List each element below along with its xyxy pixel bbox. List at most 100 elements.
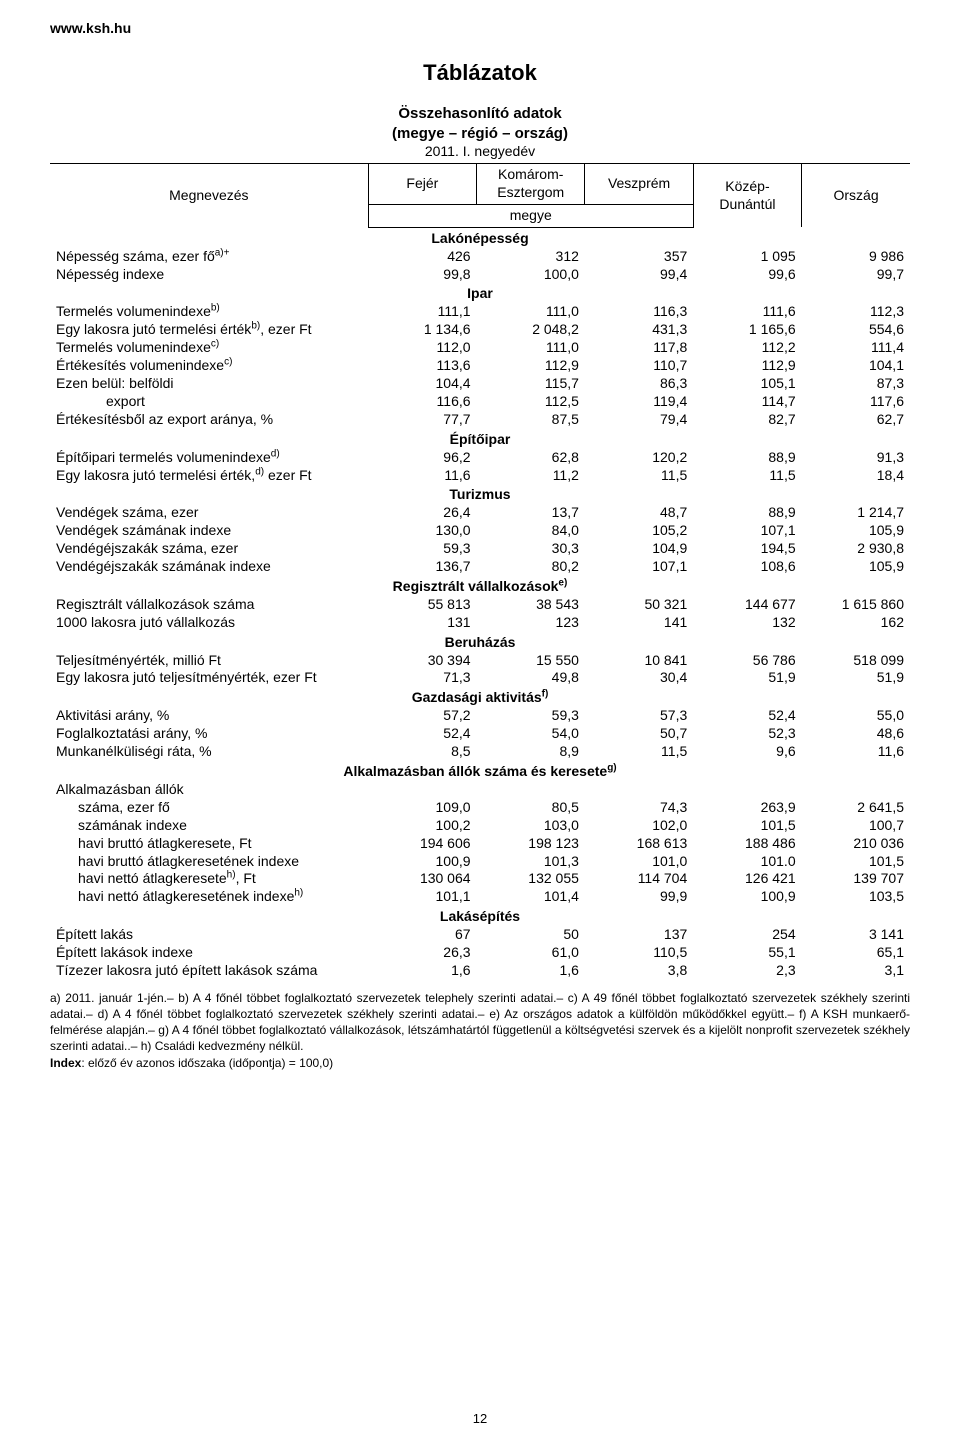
row-label: Termelés volumenindexeb) bbox=[50, 303, 368, 321]
data-cell: 2 048,2 bbox=[477, 321, 585, 339]
data-cell: 194,5 bbox=[693, 540, 801, 558]
row-label: Vendégek száma, ezer bbox=[50, 504, 368, 522]
data-cell: 2 641,5 bbox=[802, 799, 910, 817]
data-cell: 162 bbox=[802, 614, 910, 632]
col-subheader-megye: megye bbox=[368, 204, 693, 227]
col-header-fejer: Fejér bbox=[368, 164, 476, 205]
data-cell: 114 704 bbox=[585, 870, 693, 888]
data-cell: 26,3 bbox=[368, 944, 476, 962]
data-cell: 3,8 bbox=[585, 962, 693, 980]
data-cell: 123 bbox=[477, 614, 585, 632]
row-label: Vendégéjszakák számának indexe bbox=[50, 558, 368, 576]
data-cell: 126 421 bbox=[693, 870, 801, 888]
data-cell: 87,3 bbox=[802, 375, 910, 393]
data-cell: 88,9 bbox=[693, 449, 801, 467]
data-cell: 50 bbox=[477, 926, 585, 944]
data-cell: 62,7 bbox=[802, 411, 910, 429]
data-cell: 80,5 bbox=[477, 799, 585, 817]
data-cell: 100,0 bbox=[477, 266, 585, 284]
section-header-row: Építőipar bbox=[50, 429, 910, 449]
data-cell: 105,9 bbox=[802, 522, 910, 540]
row-label: havi nettó átlagkeresetének indexeh) bbox=[50, 888, 368, 906]
footnotes-block: a) 2011. január 1-jén.– b) A 4 főnél töb… bbox=[50, 990, 910, 1071]
data-cell: 107,1 bbox=[585, 558, 693, 576]
data-cell: 194 606 bbox=[368, 835, 476, 853]
row-label: 1000 lakosra jutó vállalkozás bbox=[50, 614, 368, 632]
section-header-cell: Beruházás bbox=[50, 632, 910, 652]
data-cell: 11,2 bbox=[477, 467, 585, 485]
data-cell: 26,4 bbox=[368, 504, 476, 522]
data-cell: 109,0 bbox=[368, 799, 476, 817]
data-cell: 3,1 bbox=[802, 962, 910, 980]
data-cell: 112,2 bbox=[693, 339, 801, 357]
index-note-text: : előző év azonos időszaka (időpontja) =… bbox=[81, 1056, 333, 1070]
data-cell: 105,9 bbox=[802, 558, 910, 576]
data-cell: 130,0 bbox=[368, 522, 476, 540]
data-cell: 110,7 bbox=[585, 357, 693, 375]
data-cell: 2 930,8 bbox=[802, 540, 910, 558]
data-cell: 55,0 bbox=[802, 707, 910, 725]
data-cell: 51,9 bbox=[693, 669, 801, 687]
data-cell: 52,4 bbox=[693, 707, 801, 725]
data-cell: 84,0 bbox=[477, 522, 585, 540]
data-cell: 105,1 bbox=[693, 375, 801, 393]
table-row: Ezen belül: belföldi104,4115,786,3105,18… bbox=[50, 375, 910, 393]
data-cell: 1 134,6 bbox=[368, 321, 476, 339]
row-label: Foglalkoztatási arány, % bbox=[50, 725, 368, 743]
col-header-orszag: Ország bbox=[802, 164, 910, 228]
data-cell: 2,3 bbox=[693, 962, 801, 980]
data-cell: 101,4 bbox=[477, 888, 585, 906]
row-label: Értékesítésből az export aránya, % bbox=[50, 411, 368, 429]
table-row: Teljesítményérték, millió Ft30 39415 550… bbox=[50, 652, 910, 670]
col-header-veszprem: Veszprém bbox=[585, 164, 693, 205]
data-cell: 11,5 bbox=[693, 467, 801, 485]
data-cell bbox=[368, 781, 476, 799]
page-title: Táblázatok bbox=[50, 60, 910, 86]
data-cell: 104,1 bbox=[802, 357, 910, 375]
data-cell: 1,6 bbox=[368, 962, 476, 980]
table-row: Vendégek számának indexe130,084,0105,210… bbox=[50, 522, 910, 540]
data-cell: 99,4 bbox=[585, 266, 693, 284]
data-cell: 100,9 bbox=[693, 888, 801, 906]
comparison-table: Megnevezés Fejér Komárom- Esztergom Vesz… bbox=[50, 163, 910, 980]
table-row: Alkalmazásban állók bbox=[50, 781, 910, 799]
data-cell: 131 bbox=[368, 614, 476, 632]
data-cell: 1 615 860 bbox=[802, 596, 910, 614]
data-cell: 114,7 bbox=[693, 393, 801, 411]
section-header-cell: Regisztrált vállalkozásoke) bbox=[50, 576, 910, 596]
table-row: Foglalkoztatási arány, %52,454,050,752,3… bbox=[50, 725, 910, 743]
section-header-cell: Ipar bbox=[50, 283, 910, 303]
data-cell: 54,0 bbox=[477, 725, 585, 743]
data-cell: 71,3 bbox=[368, 669, 476, 687]
row-label: Egy lakosra jutó termelési érték,d) ezer… bbox=[50, 467, 368, 485]
data-cell: 99,8 bbox=[368, 266, 476, 284]
section-header-row: Gazdasági aktivitásf) bbox=[50, 687, 910, 707]
data-cell: 101,0 bbox=[585, 853, 693, 871]
footnotes-text: a) 2011. január 1-jén.– b) A 4 főnél töb… bbox=[50, 991, 910, 1054]
data-cell: 10 841 bbox=[585, 652, 693, 670]
data-cell: 141 bbox=[585, 614, 693, 632]
section-header-row: Ipar bbox=[50, 283, 910, 303]
table-row: havi bruttó átlagkeresete, Ft194 606198 … bbox=[50, 835, 910, 853]
data-cell: 132 bbox=[693, 614, 801, 632]
data-cell: 52,4 bbox=[368, 725, 476, 743]
data-cell: 50,7 bbox=[585, 725, 693, 743]
table-head: Megnevezés Fejér Komárom- Esztergom Vesz… bbox=[50, 164, 910, 228]
site-url: www.ksh.hu bbox=[50, 20, 910, 36]
data-cell: 1,6 bbox=[477, 962, 585, 980]
table-row: havi bruttó átlagkeresetének indexe100,9… bbox=[50, 853, 910, 871]
row-label: Ezen belül: belföldi bbox=[50, 375, 368, 393]
data-cell: 8,9 bbox=[477, 743, 585, 761]
data-cell: 99,6 bbox=[693, 266, 801, 284]
table-row: Egy lakosra jutó teljesítményérték, ezer… bbox=[50, 669, 910, 687]
data-cell: 96,2 bbox=[368, 449, 476, 467]
document-page: www.ksh.hu Táblázatok Összehasonlító ada… bbox=[0, 0, 960, 1440]
data-cell: 101,1 bbox=[368, 888, 476, 906]
row-label: Regisztrált vállalkozások száma bbox=[50, 596, 368, 614]
table-row: Egy lakosra jutó termelési érték,d) ezer… bbox=[50, 467, 910, 485]
data-cell: 426 bbox=[368, 248, 476, 266]
row-label: Teljesítményérték, millió Ft bbox=[50, 652, 368, 670]
data-cell: 107,1 bbox=[693, 522, 801, 540]
table-row: havi nettó átlagkeresetének indexeh)101,… bbox=[50, 888, 910, 906]
data-cell: 100,7 bbox=[802, 817, 910, 835]
